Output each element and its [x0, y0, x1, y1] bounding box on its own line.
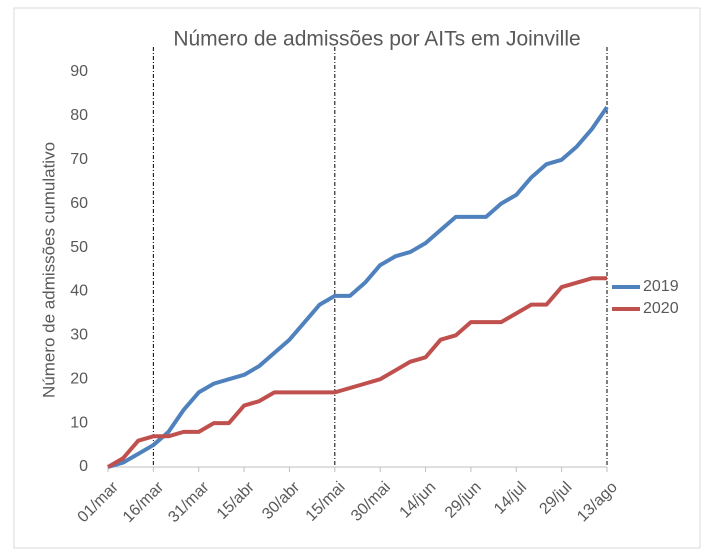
series-line [106, 276, 607, 469]
y-tick-label: 10 [70, 414, 88, 431]
y-tick-label: 30 [70, 327, 88, 344]
y-tick-label: 50 [70, 239, 88, 256]
y-tick-label: 70 [70, 151, 88, 168]
y-tick-label: 0 [79, 458, 88, 475]
y-tick-label: 60 [70, 195, 88, 212]
chart-title: Número de admissões por AITs em Joinvill… [173, 28, 580, 51]
y-axis-label: Número de admissões cumulativo [39, 142, 58, 398]
y-tick-label: 20 [70, 370, 88, 387]
y-tick-label: 40 [70, 283, 88, 300]
legend-label: 2020 [643, 300, 679, 317]
y-tick-label: 90 [70, 63, 88, 80]
y-tick-label: 80 [70, 107, 88, 124]
legend-label: 2019 [643, 278, 679, 295]
series-line [107, 105, 609, 469]
